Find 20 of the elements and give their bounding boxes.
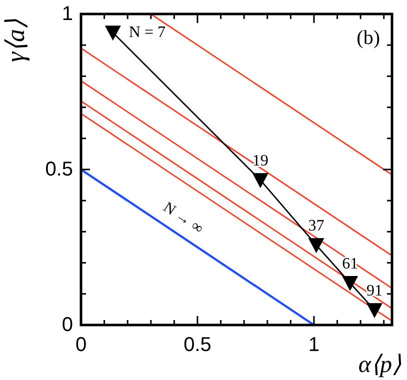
- annotation: N = 7: [128, 24, 166, 42]
- y-tick-label: 0: [62, 314, 73, 336]
- point: [342, 276, 358, 292]
- annotation: 61: [342, 256, 358, 273]
- annotation: 37: [308, 218, 324, 235]
- point: [104, 26, 121, 41]
- y-tick-label: 0.5: [45, 158, 73, 180]
- x-axis-title: α⟨p⟩: [358, 352, 402, 378]
- x-tick-label: 0: [75, 334, 87, 356]
- point: [252, 173, 268, 188]
- annotation: N → ∞: [160, 200, 206, 238]
- y-tick-label: 1: [62, 3, 73, 25]
- annotation: (b): [356, 27, 380, 49]
- point: [308, 238, 324, 254]
- point: [366, 303, 383, 318]
- x-tick-label: 0.5: [184, 334, 212, 356]
- y-axis-title: γ⟨a⟩: [1, 19, 30, 62]
- x-tick-label: 1: [308, 334, 320, 356]
- annotation: 91: [366, 282, 383, 300]
- annotation: 19: [252, 152, 268, 170]
